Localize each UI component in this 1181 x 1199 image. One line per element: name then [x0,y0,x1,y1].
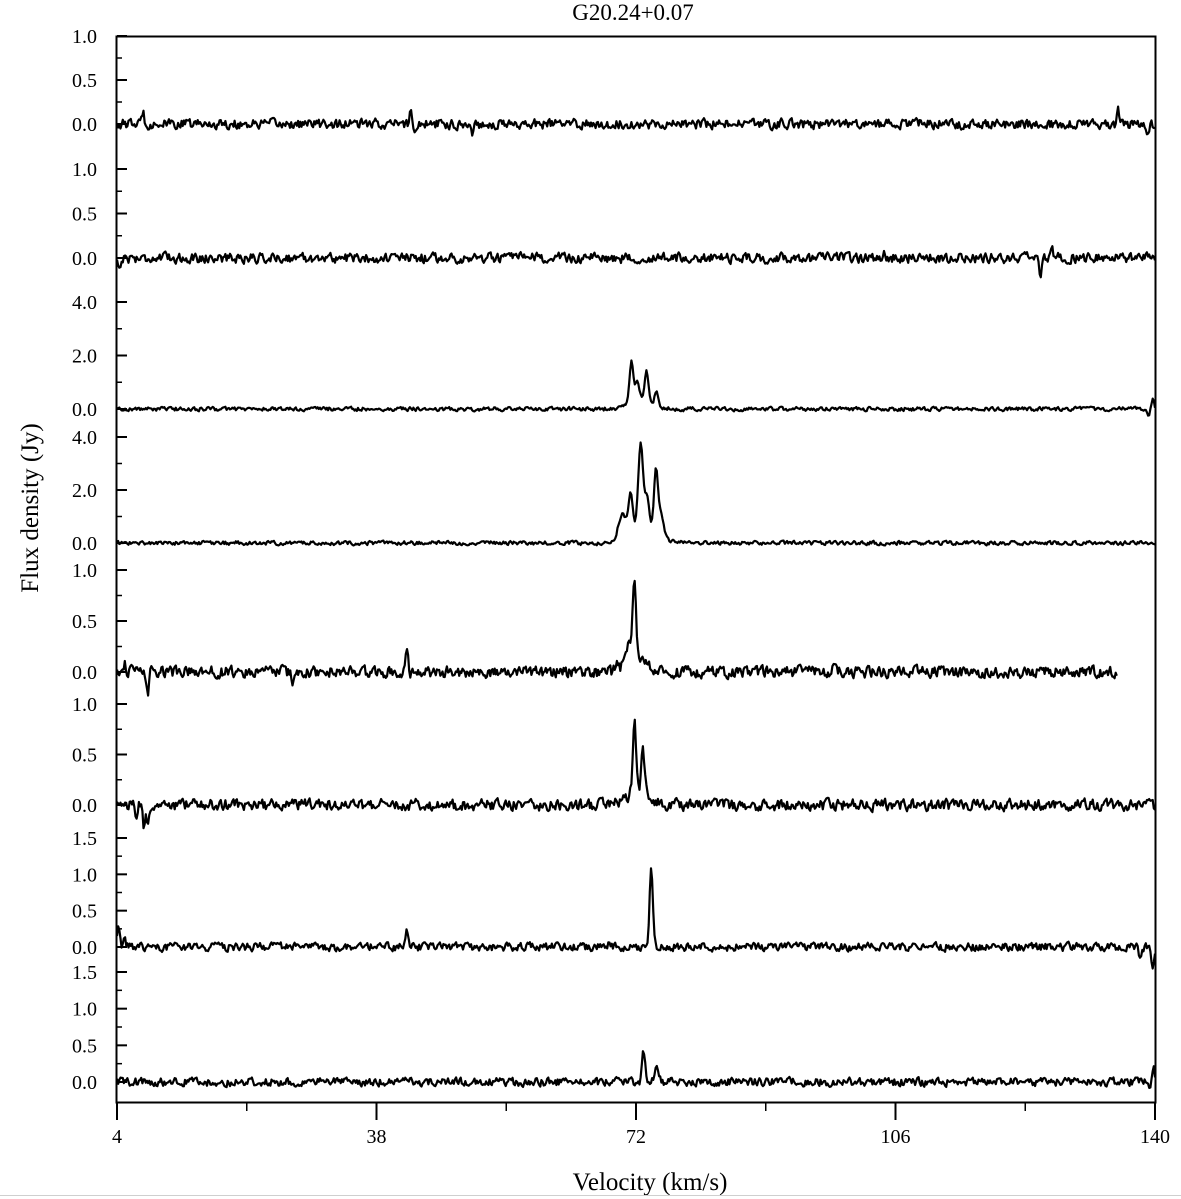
spectrum-line-1 [115,105,1156,137]
y-tick-label: 2.0 [72,346,97,368]
y-tick-label: 0.0 [72,399,97,421]
spectrum-line-8 [115,1050,1157,1089]
x-axis-label: Velocity (km/s) [573,1169,728,1196]
spectrum-panel-5: 0.0 0.5 1.0 [72,560,1118,697]
spectrum-line-5 [115,579,1118,697]
y-tick-label: 1.0 [72,864,97,886]
spectrum-panel-8: 0.0 0.5 1.0 1.5 [72,962,1157,1094]
y-tick-label: 0.5 [72,204,97,226]
y-tick-label: 0.0 [72,533,97,555]
spectrum-panel-7: 0.0 0.5 1.0 1.5 [72,828,1157,970]
spectrum-panel-1: 0.0 0.5 1.0 [72,26,1156,137]
y-tick-label: 0.5 [72,1035,97,1057]
y-tick-label: 1.5 [72,828,97,850]
y-tick-label: 1.0 [72,159,97,181]
y-tick-label: 0.0 [72,248,97,270]
y-tick-label: 0.5 [72,70,97,92]
spectrum-line-6 [116,718,1156,830]
y-tick-label: 0.0 [72,937,97,959]
y-tick-label: 0.0 [72,1072,97,1094]
y-tick-label: 4.0 [72,427,97,449]
y-tick-label: 0.5 [72,745,97,767]
spectrum-panel-4: 0.0 2.0 4.0 [72,427,1156,555]
y-tick-label: 1.0 [72,26,97,48]
x-tick-label: 140 [1140,1126,1170,1148]
x-tick-label: 106 [881,1126,911,1148]
y-tick-label: 1.5 [72,962,97,984]
y-axis-label: Flux density (Jy) [17,423,44,592]
y-tick-label: 1.0 [72,999,97,1021]
y-tick-label: 0.0 [72,114,97,136]
spectrum-panel-2: 0.0 0.5 1.0 [72,159,1157,279]
spectrum-line-4 [116,441,1156,547]
x-tick-label: 38 [367,1126,387,1148]
bottom-divider [0,1195,1181,1196]
y-tick-label: 1.0 [72,560,97,582]
x-tick-label: 4 [112,1126,122,1148]
figure-title: G20.24+0.07 [572,0,694,25]
y-tick-label: 0.5 [72,611,97,633]
y-tick-label: 4.0 [72,292,97,314]
x-axis: 4 38 72 106 140 [112,1102,1170,1148]
spectrum-panel-3: 0.0 2.0 4.0 [72,292,1157,421]
spectrum-panel-6: 0.0 0.5 1.0 [72,694,1156,830]
y-tick-label: 0.0 [72,662,97,684]
y-tick-label: 0.5 [72,901,97,923]
spectrum-line-2 [115,245,1157,279]
y-tick-label: 0.0 [72,795,97,817]
spectrum-line-7 [115,867,1157,970]
y-tick-label: 2.0 [72,480,97,502]
y-tick-label: 1.0 [72,694,97,716]
x-tick-label: 72 [626,1126,646,1148]
spectrum-line-3 [116,359,1157,417]
panels-group: 0.00.51.00.00.51.00.02.04.00.02.04.00.00… [72,26,1157,1094]
